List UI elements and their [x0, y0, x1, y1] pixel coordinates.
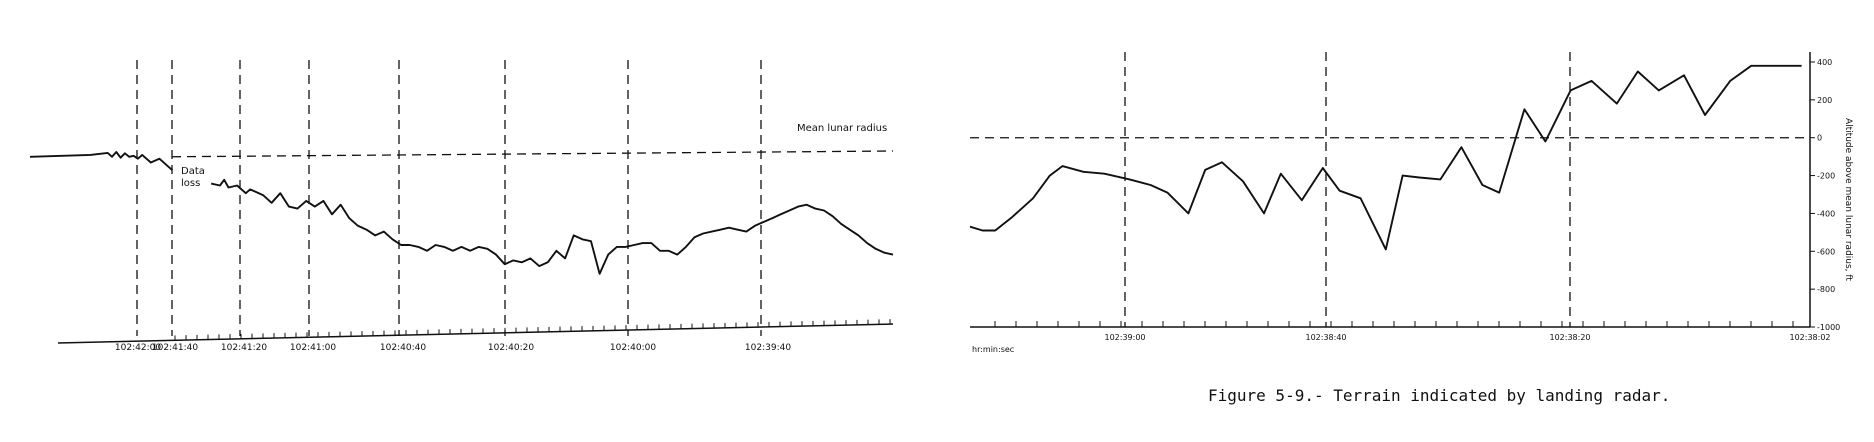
x-tick-label: 102:38:40: [1305, 333, 1346, 342]
y-tick-label: -200: [1817, 172, 1835, 181]
mean-lunar-radius-label: Mean lunar radius: [797, 123, 887, 134]
y-tick-label: -1000: [1817, 323, 1840, 332]
terrain-trace: [969, 64, 1802, 251]
x-tick-label: 102:40:40: [380, 343, 426, 353]
terrain-trace-before-data-loss: [29, 151, 174, 171]
y-tick-label: 400: [1817, 58, 1832, 67]
x-tick-label: 102:42:00: [115, 343, 161, 353]
y-tick-label: -600: [1817, 247, 1835, 256]
x-tick-label: 102:38:20: [1549, 333, 1590, 342]
figure-caption: Figure 5-9.- Terrain indicated by landin…: [1208, 386, 1671, 405]
x-tick-label: 102:38:02: [1789, 333, 1830, 342]
x-tick-label: 102:39:00: [1104, 333, 1145, 342]
x-axis-label: hr:min:sec: [972, 345, 1014, 354]
x-tick-label: 102:40:20: [488, 343, 534, 353]
y-tick-label: 0: [1817, 134, 1822, 143]
x-tick-label: 102:40:00: [610, 343, 656, 353]
data-loss-label-line2: loss: [181, 178, 200, 189]
y-tick-label: -800: [1817, 285, 1835, 294]
terrain-trace-after-data-loss: [210, 178, 894, 275]
data-loss-label-line1: Data: [181, 166, 205, 177]
x-tick-label: 102:41:40: [152, 343, 198, 353]
right-terrain-chart: 400 200 0 -200 -400 -600 -800 -1000 Altitude abo…: [969, 52, 1853, 354]
y-axis-label: Altitude above mean lunar radius, ft: [1843, 118, 1853, 281]
x-tick-label: 102:41:00: [290, 343, 336, 353]
y-tick-label: -400: [1817, 209, 1835, 218]
mean-lunar-radius-line: [171, 150, 894, 158]
x-tick-label: 102:39:40: [745, 343, 791, 353]
x-tick-label: 102:41:20: [221, 343, 267, 353]
y-tick-label: 200: [1817, 96, 1832, 105]
x-axis-line: [57, 323, 894, 344]
